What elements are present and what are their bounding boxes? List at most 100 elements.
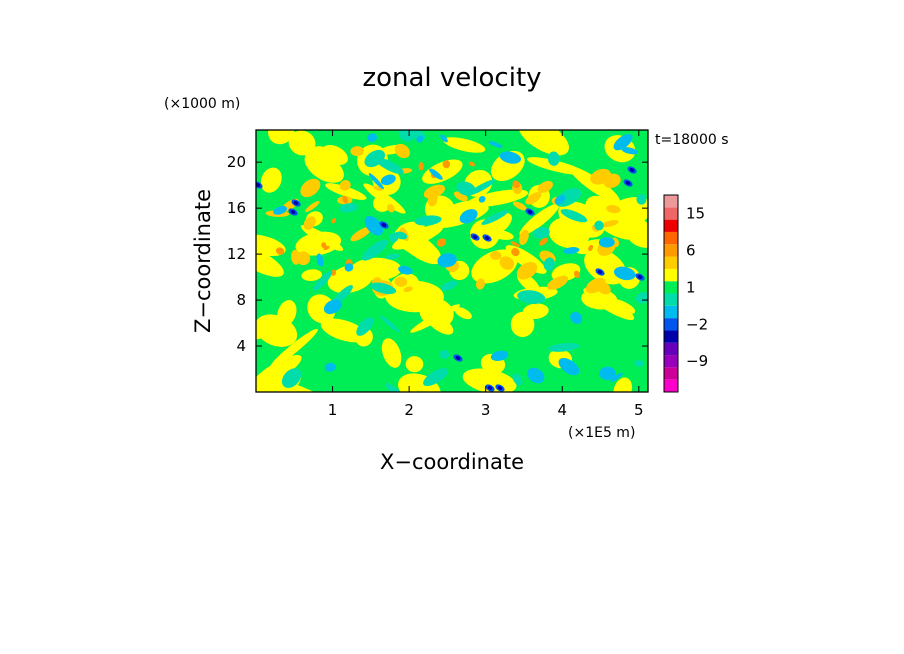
field-contour [325, 183, 367, 200]
field-contour [380, 315, 400, 333]
field-contour [305, 200, 320, 213]
field-contour [547, 151, 560, 166]
field-contour [637, 275, 643, 279]
field-contour [419, 298, 454, 328]
field-contour [554, 195, 566, 205]
field-contour [468, 179, 496, 196]
colorbar-tick-label: −2 [686, 315, 708, 333]
field-contour [342, 195, 348, 204]
field-contour [490, 251, 502, 260]
field-contour [590, 168, 612, 185]
field-contour [487, 386, 493, 390]
field-contour [429, 168, 443, 180]
field-contour [388, 232, 399, 243]
field-contour [295, 231, 342, 256]
field-contour [364, 215, 384, 236]
field-contour [621, 147, 639, 155]
field-contour [548, 342, 580, 352]
field-contour [443, 137, 486, 153]
field-contour [499, 151, 522, 164]
field-contour [316, 253, 324, 267]
field-contour [480, 212, 512, 239]
field-contour [512, 373, 523, 386]
field-contour [440, 134, 448, 143]
colorbar-band [664, 231, 678, 245]
field-contour [381, 223, 387, 227]
field-contour [532, 227, 550, 239]
field-contour [423, 368, 449, 387]
colorbar-band [664, 318, 678, 331]
colorbar-band [664, 256, 678, 269]
field-contour [635, 292, 648, 304]
field-contour [512, 180, 520, 189]
field-contour [339, 180, 351, 191]
field-contour [543, 257, 555, 271]
field-contour [321, 242, 327, 249]
field-contour [478, 195, 486, 203]
chart-title: zonal velocity [362, 63, 541, 93]
field-contour [527, 367, 545, 384]
colorbar-tick-label: −9 [686, 352, 708, 370]
field-contour [497, 386, 503, 390]
field-contour [406, 284, 430, 307]
field-contour [305, 153, 344, 183]
field-contour [606, 205, 621, 214]
field-contour [437, 200, 479, 221]
field-contour [570, 311, 583, 324]
field-contour [516, 261, 538, 280]
y-tick-label: 12 [227, 245, 246, 263]
field-contour [636, 193, 647, 205]
field-contour [599, 366, 616, 381]
field-contour [256, 315, 293, 340]
field-contour [256, 183, 261, 187]
field-contour [527, 210, 533, 214]
field-contour [537, 180, 553, 193]
y-unit-label: (×1000 m) [164, 96, 240, 112]
field-contour [331, 218, 336, 224]
field-contour [539, 237, 548, 246]
field-contour [594, 220, 604, 231]
field-contour [476, 278, 485, 290]
field-contour [381, 338, 402, 368]
field-contour [405, 356, 424, 373]
field-contour [453, 191, 468, 202]
field-contour [398, 130, 414, 142]
field-contour [581, 288, 618, 310]
field-contour [273, 205, 288, 215]
field-contour [454, 307, 472, 320]
x-tick-label: 1 [328, 401, 338, 419]
field-contour [629, 168, 635, 172]
field-contour [293, 201, 299, 205]
colorbar-band [664, 367, 678, 380]
field-contour [416, 135, 424, 143]
colorbar-band [664, 244, 678, 257]
field-contour [437, 253, 457, 268]
colorbar-frame [663, 194, 679, 393]
field-contour [350, 226, 372, 242]
field-contour [356, 317, 374, 336]
y-tick-label: 4 [236, 337, 246, 355]
field-contour [519, 229, 529, 245]
field-contour [610, 372, 623, 383]
field-contour [327, 264, 374, 294]
y-axis-ticks: 4 8 12 16 20 [227, 153, 648, 355]
field-contour [613, 377, 633, 392]
field-contour [339, 203, 359, 213]
field-contour [312, 270, 333, 292]
field-contour [569, 166, 620, 203]
x-axis-ticks: 1 2 3 4 5 [328, 130, 644, 419]
field-contour [488, 141, 503, 148]
field-contour [380, 174, 396, 186]
field-contour [281, 368, 302, 388]
colorbar-band [664, 355, 678, 368]
y-tick-label: 8 [236, 291, 246, 309]
colorbar-tick-label: 6 [686, 241, 696, 259]
field-contour [323, 245, 330, 251]
field-contour [307, 294, 336, 324]
field-contour [387, 204, 395, 213]
velocity-field [256, 130, 648, 392]
field-contour [459, 209, 478, 224]
field-contour [613, 266, 636, 281]
field-contour [288, 130, 316, 156]
